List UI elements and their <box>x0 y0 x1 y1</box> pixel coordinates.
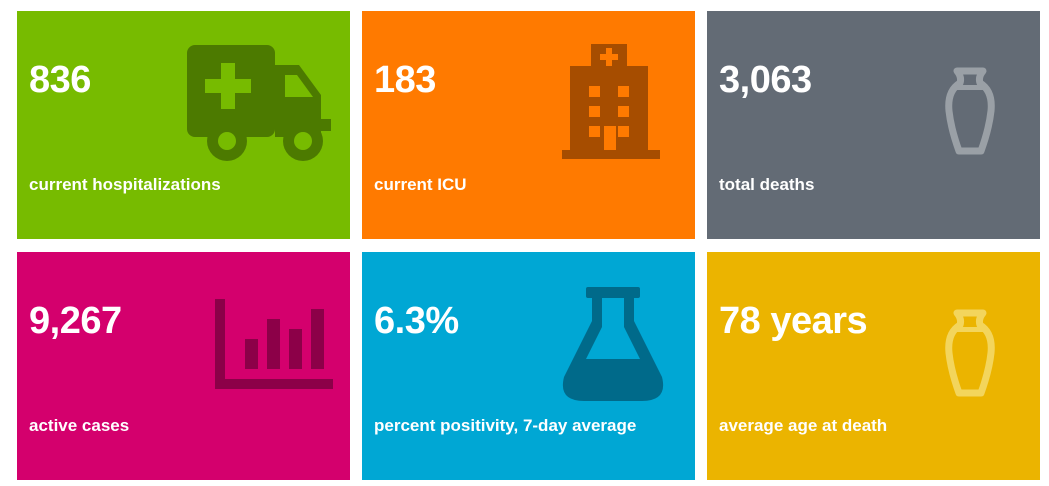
stat-label: percent positivity, 7-day average <box>374 416 637 435</box>
tile-average-age-at-death: 78 years average age at death <box>707 252 1040 480</box>
stat-label: current ICU <box>374 175 467 194</box>
hospital-building-icon <box>562 44 662 159</box>
urn-icon <box>943 67 997 155</box>
tile-current-hospitalizations: 836 current hospitalizations <box>17 11 350 239</box>
stat-label: average age at death <box>719 416 888 435</box>
stat-label: current hospitalizations <box>29 175 221 194</box>
stat-value: 183 <box>374 59 436 101</box>
tile-active-cases: 9,267 active cases <box>17 252 350 480</box>
stat-value: 836 <box>29 59 91 101</box>
stat-value: 9,267 <box>29 300 122 342</box>
tile-total-deaths: 3,063 total deaths <box>707 11 1040 239</box>
stat-label: active cases <box>29 416 130 435</box>
urn-icon <box>943 309 997 397</box>
stat-label: total deaths <box>719 175 815 194</box>
tile-current-icu: 183 current ICU <box>362 11 695 239</box>
ambulance-icon <box>187 45 333 161</box>
stats-grid: 836 current hospitalizations <box>17 11 1040 480</box>
stat-value: 6.3% <box>374 300 459 342</box>
tile-percent-positivity: 6.3% percent positivity, 7-day average <box>362 252 695 480</box>
stat-value: 78 years <box>719 300 868 342</box>
bar-chart-icon <box>215 299 335 389</box>
stat-value: 3,063 <box>719 59 812 101</box>
flask-icon <box>562 287 664 402</box>
